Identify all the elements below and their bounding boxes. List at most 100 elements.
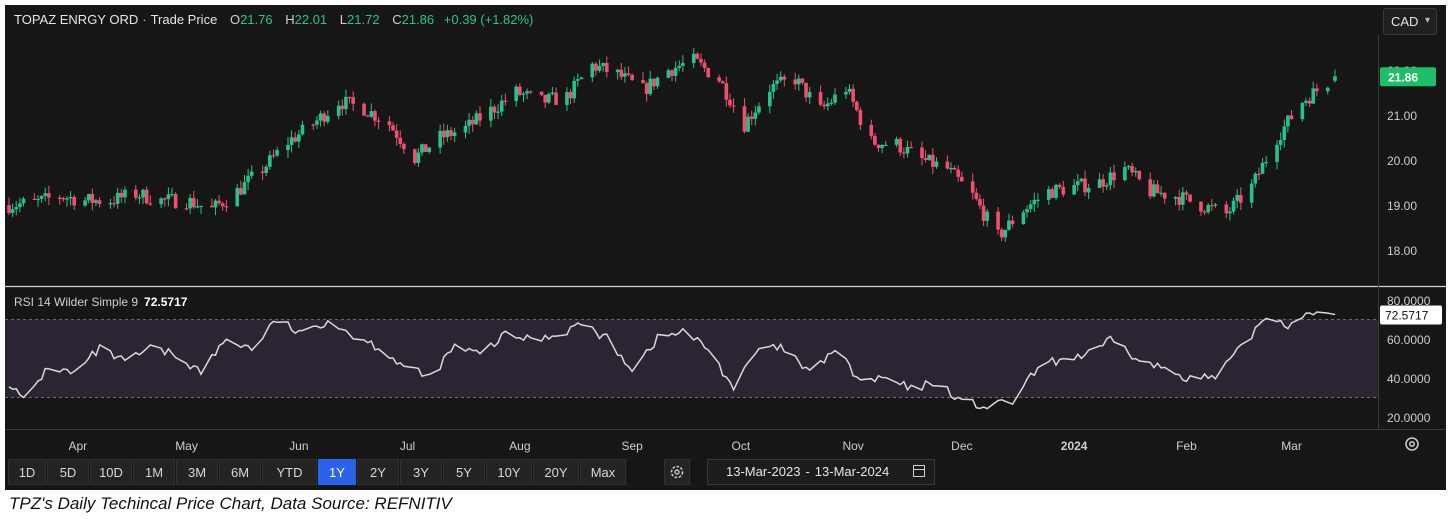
- candle-body: [148, 203, 153, 205]
- candle-body: [166, 194, 171, 200]
- candle-body: [68, 197, 73, 199]
- time-tick-label: Jun: [289, 439, 308, 453]
- candle-body: [489, 106, 493, 121]
- candle-body: [326, 115, 330, 122]
- last-price-label: 21.86: [1388, 70, 1418, 84]
- candle-body: [1210, 205, 1214, 207]
- candle-body: [630, 74, 634, 81]
- candle-body: [873, 136, 877, 145]
- candle-body: [271, 155, 276, 157]
- range-button-5y[interactable]: 5Y: [443, 459, 485, 485]
- candle-body: [1133, 171, 1138, 173]
- candle-body: [931, 154, 935, 167]
- candle-body: [1083, 178, 1087, 193]
- candle-body: [626, 73, 631, 75]
- candle-body: [550, 92, 555, 94]
- high-label: H: [285, 12, 295, 27]
- range-button-1m[interactable]: 1M: [133, 459, 175, 485]
- close-label: C: [392, 12, 402, 27]
- candle-body: [644, 83, 649, 95]
- chart-settings-icon[interactable]: [1403, 435, 1421, 458]
- range-button-10d[interactable]: 10D: [90, 459, 132, 485]
- range-button-6m[interactable]: 6M: [219, 459, 261, 485]
- range-button-10y[interactable]: 10Y: [486, 459, 532, 485]
- date-range-picker[interactable]: 13-Mar-2023-13-Mar-2024: [707, 459, 935, 485]
- candle-body: [778, 76, 783, 81]
- candle-body: [224, 206, 229, 208]
- chevron-down-icon: ▾: [1424, 15, 1430, 26]
- candle-body: [1032, 199, 1037, 205]
- rsi-band: [5, 319, 1378, 398]
- candle-body: [340, 105, 345, 110]
- candle-body: [898, 138, 903, 153]
- time-tick-label: Feb: [1176, 439, 1197, 453]
- candle-body: [695, 53, 700, 59]
- candle-body: [47, 193, 51, 198]
- candle-body: [525, 91, 529, 94]
- range-button-5d[interactable]: 5D: [47, 459, 89, 485]
- candle-body: [376, 120, 381, 122]
- candle-body: [833, 94, 837, 103]
- candle-body: [217, 200, 221, 204]
- currency-value: CAD: [1391, 14, 1419, 29]
- candle-body: [1282, 126, 1287, 141]
- candle-body: [1300, 102, 1305, 120]
- candle-body: [775, 80, 779, 84]
- candle-body: [793, 79, 797, 85]
- candle-body: [210, 205, 214, 208]
- range-button-2y[interactable]: 2Y: [357, 459, 399, 485]
- price-tick-label: 18.00: [1387, 244, 1417, 258]
- chart-canvas[interactable]: 18.0019.0020.0021.0022.0020.000040.00006…: [5, 5, 1446, 490]
- date-separator: -: [805, 464, 810, 479]
- candle-body: [1057, 184, 1062, 187]
- currency-select[interactable]: CAD ▾: [1383, 8, 1437, 35]
- candle-body: [999, 229, 1004, 238]
- range-settings-button[interactable]: [664, 459, 690, 485]
- candle-body: [927, 154, 932, 161]
- candle-body: [416, 152, 421, 163]
- candle-body: [373, 111, 377, 121]
- candle-body: [1202, 211, 1207, 213]
- price-tick-label: 20.00: [1387, 154, 1417, 168]
- figure-caption: TPZ's Daily Techincal Price Chart, Data …: [9, 494, 452, 513]
- range-button-1d[interactable]: 1D: [8, 459, 46, 485]
- candle-body: [974, 192, 979, 199]
- candle-body: [518, 86, 522, 95]
- candle-body: [854, 101, 859, 111]
- candle-body: [1137, 171, 1142, 180]
- candle-body: [1235, 194, 1239, 201]
- instrument-name: TOPAZ ENRGY ORD: [14, 12, 139, 27]
- candle-body: [318, 113, 323, 121]
- candle-body: [681, 63, 685, 66]
- range-button-20y[interactable]: 20Y: [533, 459, 579, 485]
- chart-app: 18.0019.0020.0021.0022.0020.000040.00006…: [5, 5, 1446, 490]
- candle-body: [362, 103, 366, 116]
- candle-body: [731, 105, 736, 107]
- candle-body: [804, 82, 808, 98]
- candle-body: [1050, 189, 1055, 198]
- candle-body: [572, 80, 576, 99]
- rsi-tick-label: 40.0000: [1387, 372, 1431, 386]
- range-button-1y[interactable]: 1Y: [318, 459, 356, 485]
- candle-body: [1075, 181, 1080, 186]
- date-to: 13-Mar-2024: [814, 464, 890, 479]
- candle-body: [1086, 187, 1091, 193]
- candle-body: [1126, 166, 1131, 168]
- candle-body: [844, 91, 848, 95]
- candle-body: [449, 130, 453, 137]
- range-button-ytd[interactable]: YTD: [262, 459, 317, 485]
- candle-body: [119, 192, 124, 198]
- range-button-3m[interactable]: 3M: [176, 459, 218, 485]
- candle-body: [521, 93, 526, 95]
- candle-body: [260, 171, 265, 173]
- range-button-max[interactable]: Max: [580, 459, 626, 485]
- candle-body: [960, 176, 964, 182]
- candle-body: [1206, 205, 1210, 213]
- time-tick-label: Mar: [1281, 439, 1302, 453]
- candle-body: [757, 106, 761, 113]
- range-button-3y[interactable]: 3Y: [400, 459, 442, 485]
- candle-body: [300, 124, 305, 135]
- candle-body: [72, 197, 77, 206]
- rsi-tick-label: 20.0000: [1387, 411, 1431, 425]
- range-toolbar: 1D 5D 10D 1M 3M 6M YTD 1Y 2Y 3Y 5Y 10Y 20Y Max: [8, 459, 627, 485]
